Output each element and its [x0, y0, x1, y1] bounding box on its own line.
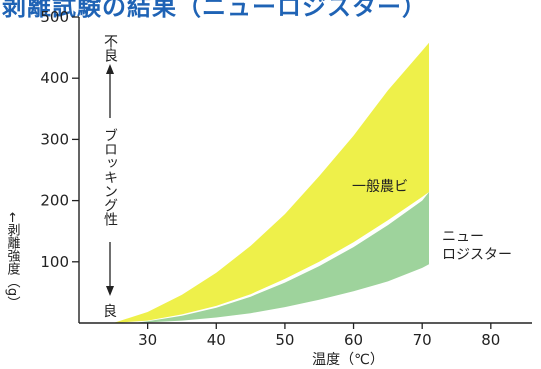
blocking-top-label: 不良 — [102, 34, 118, 62]
x-tick-label: 80 — [481, 331, 500, 349]
y-ticks: 100 200 300 400 500 — [40, 8, 79, 271]
y-tick-label: 100 — [40, 253, 69, 271]
series-label-2-line: ニュー — [442, 229, 484, 245]
y-axis-label: ←剥離強度（g） — [5, 212, 21, 309]
x-axis-label: 温度（℃） — [312, 352, 384, 368]
series-areas — [113, 42, 430, 323]
series-band-1 — [113, 42, 430, 323]
x-ticks: 30 40 50 60 70 80 — [138, 323, 500, 349]
x-tick-label: 30 — [138, 331, 157, 349]
x-tick-label: 50 — [275, 331, 294, 349]
x-tick-label: 60 — [344, 331, 363, 349]
series-band-2 — [133, 192, 429, 323]
series-label-1: 一般農ビ — [352, 179, 408, 195]
blocking-middle-label: ブロッキング性 — [102, 128, 118, 226]
x-tick-label: 40 — [207, 331, 226, 349]
chart-title: 剥離試験の結果（ニューロジスター） — [2, 0, 427, 21]
y-tick-label: 400 — [40, 69, 69, 87]
y-tick-label: 200 — [40, 192, 69, 210]
blocking-bottom-label: 良 — [103, 304, 117, 320]
series-label-2: ニューロジスター — [442, 229, 512, 263]
series-label-2-line: ロジスター — [442, 247, 512, 263]
x-tick-label: 70 — [413, 331, 432, 349]
y-tick-label: 500 — [40, 8, 69, 26]
y-tick-label: 300 — [40, 130, 69, 148]
blocking-arrow-down-head — [106, 286, 114, 296]
blocking-arrow-up-head — [106, 64, 114, 74]
